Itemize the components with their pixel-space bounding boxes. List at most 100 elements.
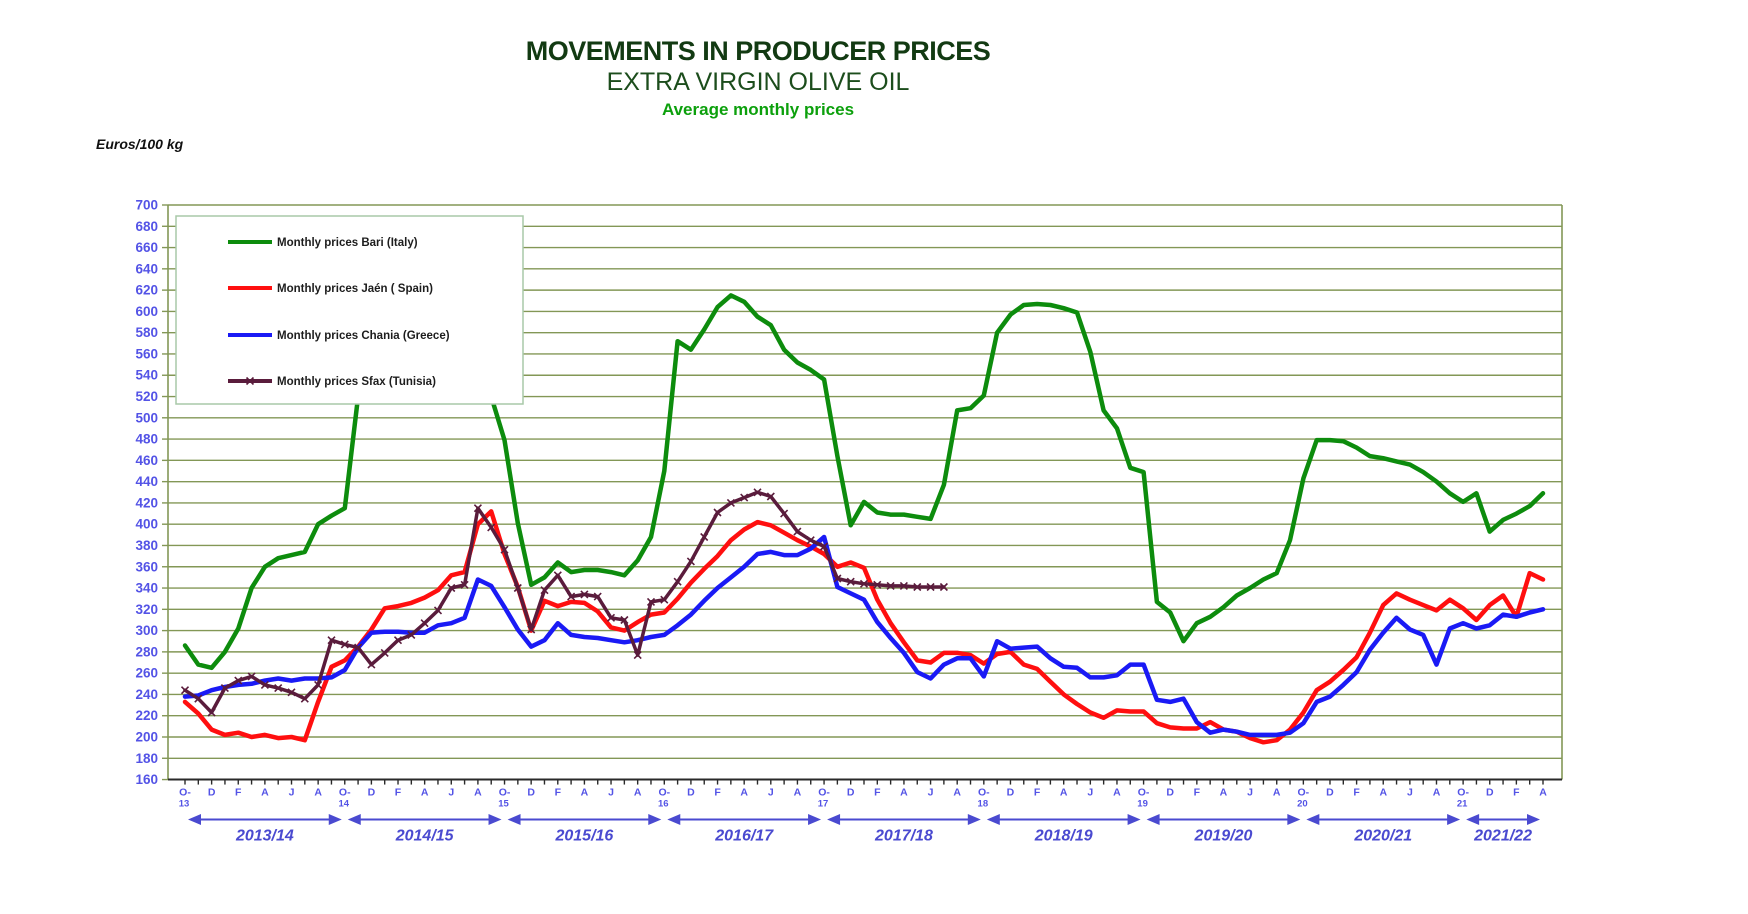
legend-label: Monthly prices Sfax (Tunisia) [277,376,436,388]
season-label: 2018/19 [1034,828,1093,845]
legend-label: Monthly prices Jaén ( Spain) [277,283,433,295]
y-tick-label: 240 [135,687,158,702]
season-label: 2021/22 [1473,828,1532,845]
y-tick-label: 280 [135,644,158,659]
x-tick-label: A [314,787,322,799]
x-tick-label: A [581,787,589,799]
x-tick-label-year: 19 [1137,799,1148,810]
x-tick-label: F [235,787,242,799]
x-tick-label: A [261,787,269,799]
x-tick-label: A [1273,787,1281,799]
x-tick-label: A [1060,787,1068,799]
x-tick-label: A [1113,787,1121,799]
x-tick-label: O- [1138,787,1150,799]
y-tick-label: 700 [135,198,158,213]
x-tick-label: O- [339,787,351,799]
y-tick-label: 460 [135,453,158,468]
y-axis-unit-label: Euros/100 kg [96,136,184,152]
monthly-prices-sfax-tunisia-line [180,488,948,717]
x-tick-label: A [1539,787,1547,799]
x-tick-label: A [740,787,748,799]
x-tick-label: D [1486,787,1494,799]
x-tick-label: J [1407,787,1413,799]
x-tick-label-year: 17 [818,799,829,810]
season-label: 2015/16 [554,828,613,845]
y-tick-label: 540 [135,368,158,383]
x-tick-label: A [1220,787,1228,799]
y-tick-label: 380 [135,538,158,553]
x-axis: O-13D F A J A O-14D F A J A O-15D F A J A O-16D F A J A O-17… [168,778,1562,810]
y-tick-label: 600 [135,304,158,319]
x-tick-label: A [474,787,482,799]
y-tick-label: 220 [135,708,158,723]
x-tick-label: J [768,787,774,799]
x-tick-label: O- [658,787,670,799]
x-tick-label-year: 15 [498,799,509,810]
y-tick-label: 620 [135,283,158,298]
x-tick-label: F [1034,787,1041,799]
x-tick-label: J [1087,787,1093,799]
x-tick-label: D [847,787,855,799]
y-tick-label: 520 [135,389,158,404]
season-arrows: 2013/14 2014/15 2015/16 2016/17 2017/18 2018/… [188,814,1540,845]
y-tick-label: 300 [135,623,158,638]
y-tick-label: 560 [135,346,158,361]
x-tick-label: O- [1298,787,1310,799]
x-tick-label: O- [978,787,990,799]
x-tick-label: D [1166,787,1174,799]
x-tick-label: O- [1457,787,1469,799]
x-tick-label: A [900,787,908,799]
x-tick-label: A [794,787,802,799]
y-tick-label: 440 [135,474,158,489]
y-tick-label: 480 [135,432,158,447]
y-tick-label: 420 [135,495,158,510]
x-tick-label: F [555,787,562,799]
x-tick-label: D [368,787,376,799]
x-tick-label: O- [818,787,830,799]
x-tick-label: F [1194,787,1201,799]
monthly-prices-ja-n-spain-line [182,509,1546,745]
x-tick-label: O- [179,787,191,799]
y-tick-label: 320 [135,602,158,617]
x-tick-label-year: 18 [978,799,989,810]
legend-label: Monthly prices Chania (Greece) [277,330,450,342]
y-tick-label: 680 [135,219,158,234]
y-tick-label: 340 [135,581,158,596]
y-tick-label: 160 [135,772,158,787]
x-tick-label: J [1247,787,1253,799]
x-tick-label-year: 14 [338,799,349,810]
x-tick-label: J [289,787,295,799]
season-label: 2019/20 [1194,828,1253,845]
x-tick-label: A [953,787,961,799]
x-markers [180,488,948,717]
x-tick-label: O- [499,787,511,799]
x-tick-label: J [608,787,614,799]
y-tick-label: 180 [135,751,158,766]
season-label: 2013/14 [235,828,294,845]
x-tick-label: D [208,787,216,799]
x-tick-label: F [395,787,402,799]
x-tick-label-year: 16 [658,799,669,810]
x-tick-label: A [634,787,642,799]
y-tick-label: 360 [135,559,158,574]
y-tick-label: 200 [135,730,158,745]
x-tick-label-year: 21 [1457,799,1468,810]
y-tick-label: 640 [135,261,158,276]
y-axis: 160 180 200 220 240 260 280 300 320 340 360 380 400 4… [135,198,168,787]
y-tick-label: 400 [135,517,158,532]
x-tick-label: J [448,787,454,799]
x-tick-label: F [714,787,721,799]
x-tick-label: D [1326,787,1334,799]
y-tick-label: 500 [135,410,158,425]
legend: Monthly prices Bari (Italy) Monthly price… [175,215,524,405]
x-tick-label: D [687,787,695,799]
legend-box [175,215,524,405]
x-tick-label: J [928,787,934,799]
x-tick-label: D [527,787,535,799]
x-tick-label: D [1007,787,1015,799]
x-tick-label-year: 13 [179,799,190,810]
season-label: 2014/15 [395,828,455,845]
y-tick-label: 580 [135,325,158,340]
